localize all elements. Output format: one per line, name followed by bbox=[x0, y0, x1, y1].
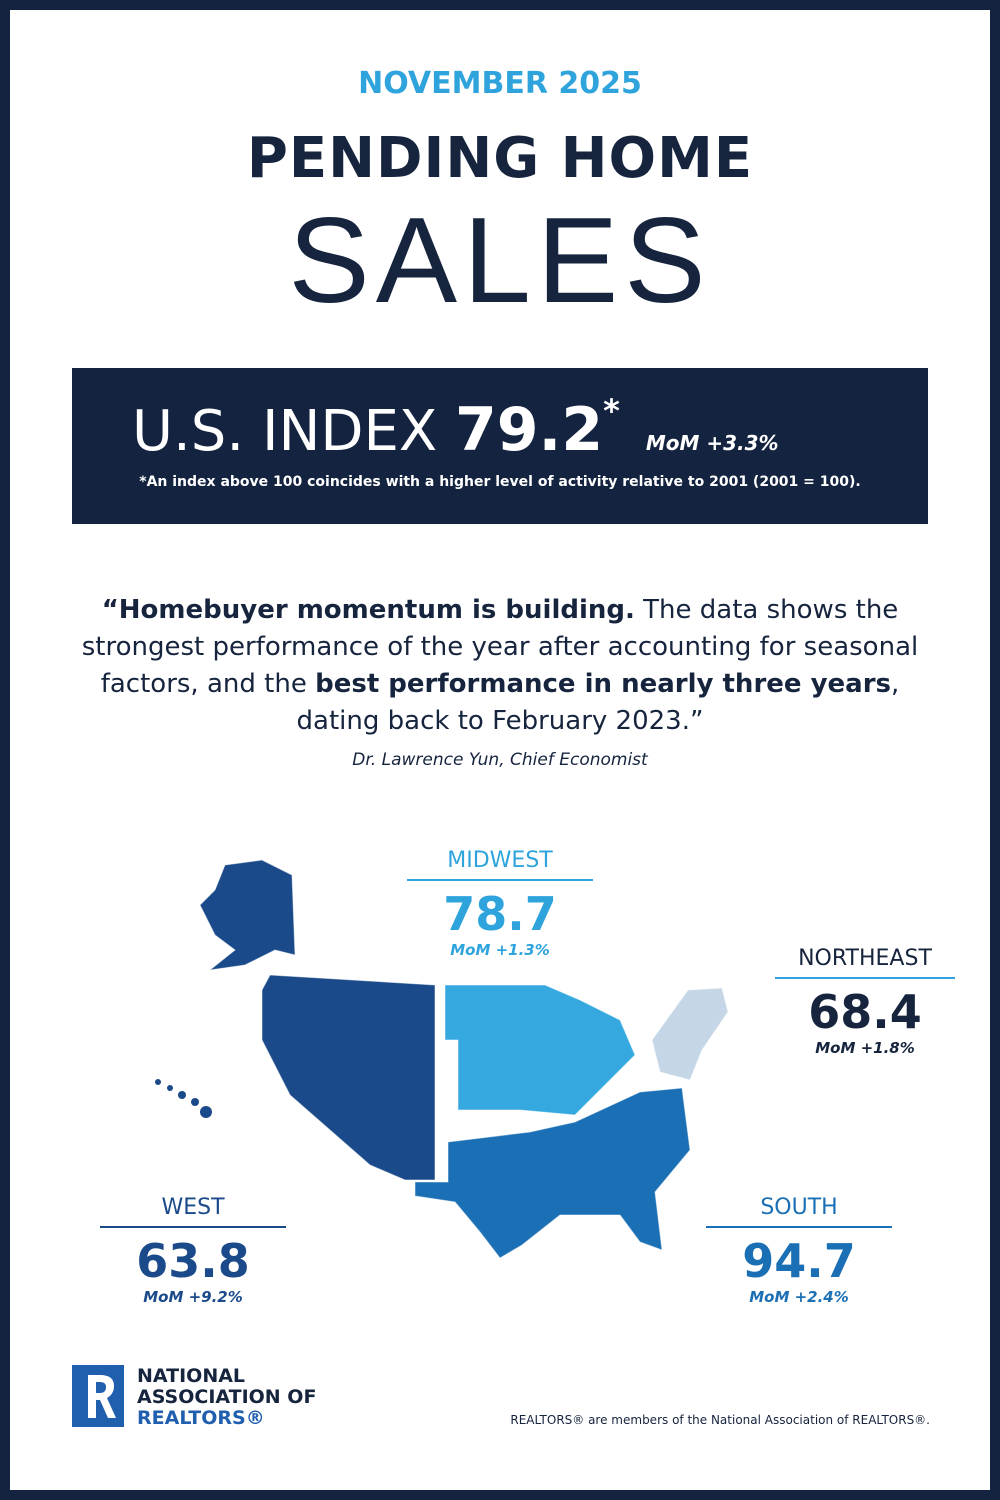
region-mom: MoM +9.2% bbox=[143, 1288, 243, 1306]
hawaii bbox=[155, 1079, 212, 1118]
alaska bbox=[199, 859, 296, 971]
logo-text: NATIONAL ASSOCIATION OF REALTORS® bbox=[137, 1366, 316, 1429]
region-name: NORTHEAST bbox=[775, 946, 955, 979]
region-mom: MoM +1.8% bbox=[815, 1039, 915, 1057]
region-midwest: MIDWEST 78.7 MoM +1.3% bbox=[407, 848, 593, 959]
index-line: U.S. INDEX 79.2* MoM +3.3% bbox=[132, 392, 779, 465]
northeast-region bbox=[651, 987, 729, 1081]
region-south: SOUTH 94.7 MoM +2.4% bbox=[706, 1195, 892, 1306]
logo-r bbox=[88, 1375, 116, 1418]
region-value: 94.7 bbox=[742, 1234, 856, 1288]
logo-line: ASSOCIATION OF bbox=[137, 1386, 317, 1408]
asterisk: * bbox=[603, 392, 620, 430]
region-name: MIDWEST bbox=[407, 848, 593, 881]
index-label: U.S. INDEX bbox=[132, 399, 438, 464]
quote: “Homebuyer momentum is building. The dat… bbox=[70, 592, 930, 740]
west-region bbox=[261, 974, 436, 1181]
region-name: SOUTH bbox=[706, 1195, 892, 1228]
logo-line: REALTORS® bbox=[137, 1407, 265, 1429]
attribution: Dr. Lawrence Yun, Chief Economist bbox=[352, 750, 648, 770]
south-region bbox=[414, 1087, 691, 1259]
region-name: WEST bbox=[100, 1195, 286, 1228]
footnote: *An index above 100 coincides with a hig… bbox=[139, 474, 861, 490]
region-value: 63.8 bbox=[136, 1234, 250, 1288]
region-value: 68.4 bbox=[808, 985, 922, 1039]
quote-segment: , dating back to February 2023.” bbox=[296, 669, 900, 736]
region-west: WEST 63.8 MoM +9.2% bbox=[100, 1195, 286, 1306]
logo-line: NATIONAL bbox=[137, 1365, 246, 1387]
date: NOVEMBER 2025 bbox=[358, 66, 642, 101]
index-mom: MoM +3.3% bbox=[645, 431, 779, 455]
region-mom: MoM +2.4% bbox=[749, 1288, 849, 1306]
region-northeast: NORTHEAST 68.4 MoM +1.8% bbox=[775, 946, 955, 1057]
index-value: 79.2 bbox=[455, 395, 604, 465]
title: PENDING HOME bbox=[246, 126, 754, 191]
region-value: 78.7 bbox=[443, 887, 557, 941]
quote-segment: “Homebuyer momentum is building. bbox=[101, 595, 635, 625]
quote-segment: The data shows the strongest performance… bbox=[81, 595, 919, 699]
quote-segment: best performance in nearly three years bbox=[315, 669, 892, 699]
region-mom: MoM +1.3% bbox=[450, 941, 550, 959]
title: SALES bbox=[288, 192, 712, 328]
midwest-region bbox=[444, 984, 636, 1116]
footer: REALTORS® are members of the National As… bbox=[510, 1413, 930, 1427]
index-box: U.S. INDEX 79.2* MoM +3.3% *An index abov… bbox=[72, 368, 928, 524]
